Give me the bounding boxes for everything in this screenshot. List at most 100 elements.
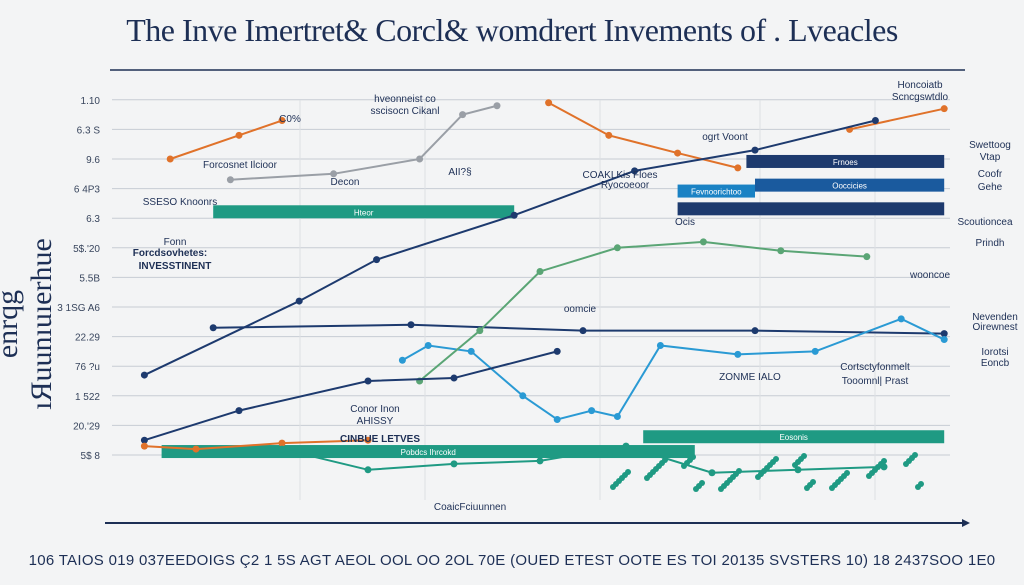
y-tick-label: 20.'29 bbox=[73, 421, 100, 432]
data-point bbox=[751, 327, 759, 335]
annotation-label: Vtap bbox=[980, 152, 1001, 163]
annotation-label: SSESO Knoonrs bbox=[143, 197, 217, 208]
y-tick-label: 1.10 bbox=[81, 96, 101, 107]
annotation-label: Eoncb bbox=[981, 358, 1010, 369]
annotation-label: Ocis bbox=[675, 217, 695, 228]
data-point bbox=[605, 131, 613, 139]
data-point bbox=[192, 445, 200, 453]
data-point bbox=[751, 146, 759, 154]
series-line bbox=[418, 240, 867, 382]
data-point bbox=[398, 356, 406, 364]
data-point bbox=[871, 117, 879, 125]
bar bbox=[213, 205, 515, 219]
data-point bbox=[519, 392, 527, 400]
data-point bbox=[656, 341, 664, 349]
y-tick-label: 76 ?u bbox=[75, 362, 100, 373]
annotation-label: sscisocn Cikanl bbox=[371, 106, 440, 117]
scatter-point bbox=[690, 454, 696, 460]
data-point bbox=[674, 149, 682, 157]
bar bbox=[643, 430, 945, 444]
data-point bbox=[545, 99, 553, 107]
annotation-label: Ryocoeoor bbox=[601, 180, 650, 191]
data-point bbox=[140, 371, 148, 379]
annotation-label: ogrt Voont bbox=[702, 132, 748, 143]
data-point bbox=[278, 445, 286, 453]
data-point bbox=[588, 407, 596, 415]
y-tick-label: 6 4P3 bbox=[74, 185, 101, 196]
series-line bbox=[849, 107, 945, 131]
scatter-point bbox=[801, 453, 807, 459]
y-tick-label: 22.29 bbox=[75, 333, 100, 344]
bar-label: Ooccicies bbox=[832, 182, 867, 191]
annotation-label: C0% bbox=[279, 114, 301, 125]
data-point bbox=[940, 330, 948, 338]
data-point bbox=[364, 466, 372, 474]
x-axis-tick-labels: 106 TAIOS 019 037EEDOIGS Ç2 1 5S AGT AEO… bbox=[28, 552, 996, 569]
data-point bbox=[459, 111, 467, 119]
y-tick-label: 1 522 bbox=[75, 392, 100, 403]
annotation-label: oomcie bbox=[564, 304, 597, 315]
series-line bbox=[548, 101, 739, 169]
annotation-label: Conor Inon bbox=[350, 404, 399, 415]
data-point bbox=[536, 457, 544, 465]
y-tick-label: 3 1SG A6 bbox=[57, 303, 100, 314]
data-point bbox=[278, 117, 286, 125]
annotation-label: Scncgswtdlo bbox=[892, 92, 949, 103]
y-tick-label: 6.3 bbox=[86, 214, 100, 225]
data-point bbox=[553, 415, 561, 423]
data-point bbox=[536, 267, 544, 275]
scatter-point bbox=[699, 480, 705, 486]
data-point bbox=[622, 442, 630, 450]
annotation-label: Prindh bbox=[976, 238, 1005, 249]
data-point bbox=[467, 347, 475, 355]
annotation-label: Nevenden bbox=[972, 312, 1018, 323]
bar bbox=[161, 445, 695, 459]
annotation-label: CoaicFciuunnen bbox=[434, 502, 506, 513]
annotation-label: AII?§ bbox=[448, 167, 471, 178]
annotation-label: Forcdsovhetes: bbox=[133, 248, 207, 259]
data-point bbox=[493, 102, 501, 110]
data-point bbox=[235, 131, 243, 139]
annotation-label: Swettoog bbox=[969, 140, 1011, 151]
data-point bbox=[424, 341, 432, 349]
data-point bbox=[613, 413, 621, 421]
data-point bbox=[450, 374, 458, 382]
data-point bbox=[510, 211, 518, 219]
data-point bbox=[166, 155, 174, 163]
data-point bbox=[553, 347, 561, 355]
annotation-label: Honcoiatb bbox=[897, 80, 942, 91]
annotation-label: Coofr bbox=[978, 169, 1003, 180]
data-point bbox=[579, 327, 587, 335]
annotation-label: ZONME IALO bbox=[719, 372, 781, 383]
scatter-point bbox=[736, 468, 742, 474]
data-point bbox=[407, 321, 415, 329]
bar bbox=[755, 178, 945, 192]
data-point bbox=[295, 297, 303, 305]
annotation-label: Forcosnet Ilcioor bbox=[203, 160, 278, 171]
data-point bbox=[897, 315, 905, 323]
annotation-label: Oirewnest bbox=[972, 322, 1017, 333]
annotation-label: Iorotsi bbox=[981, 347, 1008, 358]
bar-label: Frnoes bbox=[833, 158, 858, 167]
data-point bbox=[476, 327, 484, 335]
y-tick-label: 6.3 S bbox=[77, 125, 101, 136]
bar bbox=[677, 202, 945, 216]
bar-label: Hteor bbox=[354, 208, 374, 217]
annotation-label: Scoutioncea bbox=[957, 217, 1012, 228]
data-point bbox=[330, 170, 338, 178]
data-point bbox=[631, 167, 639, 175]
data-point bbox=[226, 176, 234, 184]
scatter-point bbox=[625, 469, 631, 475]
data-point bbox=[708, 469, 716, 477]
chart-title: The Inve Imertret& Corcl& womdrert Invem… bbox=[126, 12, 898, 48]
data-point bbox=[235, 407, 243, 415]
scatter-point bbox=[912, 452, 918, 458]
scatter-point bbox=[607, 452, 613, 458]
x-axis-arrow bbox=[962, 519, 970, 527]
scatter-point bbox=[844, 470, 850, 476]
annotation-label: COAKLKis Floes bbox=[582, 170, 657, 181]
scatter-point bbox=[918, 481, 924, 487]
annotation-label: Tooomnl| Prast bbox=[842, 376, 909, 387]
series-line bbox=[213, 323, 945, 335]
